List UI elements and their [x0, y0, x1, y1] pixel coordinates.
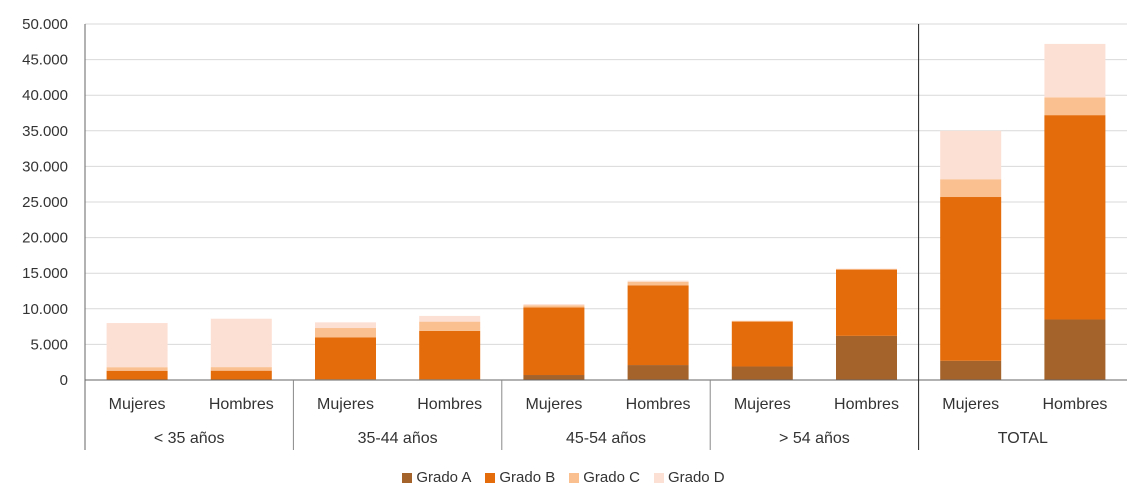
- legend: Grado A Grado B Grado C Grado D: [0, 470, 1127, 486]
- legend-item: Grado B: [485, 470, 555, 486]
- legend-swatch: [485, 473, 496, 483]
- bar-segment-grado-b: [523, 307, 585, 376]
- legend-label: Grado C: [583, 469, 640, 486]
- legend-item: Grado C: [569, 470, 640, 486]
- stacked-bar-chart: 0 5.000 10.000 15.000 20.000 25.000 30.000 35.0…: [22, 16, 1127, 450]
- y-tick-label: 5.000: [30, 336, 68, 353]
- y-tick-label: 15.000: [22, 265, 68, 282]
- legend-swatch: [402, 473, 413, 483]
- bar-segment-grado-b: [419, 330, 481, 380]
- y-tick-label: 20.000: [22, 230, 68, 247]
- bar-segment-grado-a: [627, 365, 689, 380]
- gridlines: [85, 23, 1127, 345]
- bar-segment-grado-d: [940, 130, 1002, 180]
- bar-segment-grado-d: [627, 280, 689, 282]
- bar-segment-grado-d: [1044, 43, 1106, 98]
- legend-item: Grado D: [653, 469, 725, 486]
- bar-segment-grado-c: [315, 328, 376, 338]
- x-tick-label: Mujeres: [942, 396, 999, 413]
- bar-segment-grado-a: [523, 375, 585, 380]
- bar-segment-grado-a: [731, 366, 793, 380]
- x-tick-label: Hombres: [209, 396, 274, 413]
- legend-swatch: [653, 473, 664, 483]
- y-tick-label: 0: [60, 372, 68, 389]
- bar-segment-grado-b: [315, 337, 376, 380]
- x-tick-label: Mujeres: [109, 396, 166, 413]
- y-tick-label: 50.000: [22, 16, 68, 33]
- bar-segment-grado-c: [731, 320, 793, 322]
- bar-segment-grado-c: [1044, 97, 1106, 116]
- bar-segment-grado-c: [106, 367, 168, 371]
- bar-segment-grado-b: [940, 197, 1002, 361]
- group-label: 35-44 años: [358, 430, 438, 447]
- bar-segment-grado-d: [210, 318, 272, 368]
- group-label: > 54 años: [779, 430, 850, 447]
- y-tick-label: 35.000: [22, 123, 68, 140]
- legend-swatch: [569, 473, 580, 483]
- x-tick-label: Hombres: [834, 396, 899, 413]
- bar-segment-grado-c: [419, 321, 481, 331]
- legend-label: Grado A: [416, 469, 472, 486]
- bar-segment-grado-b: [1044, 115, 1106, 320]
- x-tick-label: Hombres: [1042, 396, 1107, 413]
- bar-segment-grado-c: [210, 367, 272, 371]
- x-tick-label: Mujeres: [525, 396, 582, 413]
- axes: [84, 24, 1127, 450]
- y-tick-label: 40.000: [22, 87, 68, 104]
- group-label: < 35 años: [154, 430, 225, 447]
- y-tick-label: 25.000: [22, 194, 68, 211]
- bar-segment-grado-c: [627, 281, 689, 286]
- bar-segment-grado-c: [523, 305, 585, 308]
- x-tick-label: Hombres: [417, 396, 482, 413]
- y-tick-label: 45.000: [22, 52, 68, 69]
- group-label: 45-54 años: [566, 430, 646, 447]
- bar-segment-grado-d: [315, 322, 376, 329]
- bars: [106, 43, 1106, 380]
- bar-segment-grado-d: [523, 304, 585, 306]
- bar-segment-grado-b: [731, 321, 793, 367]
- legend-item: Grado A: [402, 470, 471, 486]
- x-tick-label: Hombres: [626, 396, 691, 413]
- bar-segment-grado-c: [940, 179, 1002, 198]
- bar-segment-grado-b: [836, 269, 897, 336]
- x-tick-labels: Mujeres Hombres < 35 años Mujeres Hombres 35-…: [109, 396, 1108, 447]
- bar-segment-grado-d: [419, 315, 481, 322]
- bar-segment-grado-a: [940, 360, 1002, 380]
- y-tick-label: 10.000: [22, 301, 68, 318]
- bar-segment-grado-a: [836, 335, 897, 380]
- bar-segment-grado-a: [1044, 319, 1106, 380]
- legend-label: Grado D: [667, 469, 725, 486]
- y-tick-label: 30.000: [22, 158, 68, 175]
- bar-segment-grado-b: [210, 370, 272, 380]
- legend-label: Grado B: [499, 469, 556, 486]
- bar-segment-grado-d: [106, 323, 168, 368]
- x-tick-label: Mujeres: [734, 396, 791, 413]
- bar-segment-grado-c: [836, 268, 897, 270]
- group-label: TOTAL: [998, 430, 1048, 447]
- x-tick-label: Mujeres: [317, 396, 374, 413]
- bar-segment-grado-b: [627, 285, 689, 366]
- bar-segment-grado-b: [106, 370, 168, 380]
- y-tick-labels: 0 5.000 10.000 15.000 20.000 25.000 30.000 35.0…: [22, 16, 68, 389]
